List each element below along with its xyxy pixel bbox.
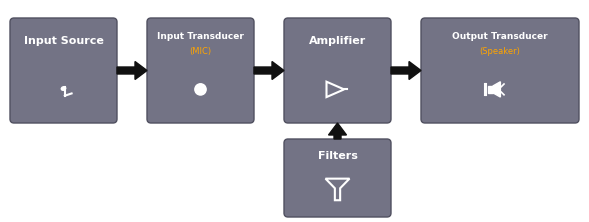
Text: Filters: Filters [317, 151, 358, 161]
FancyBboxPatch shape [147, 18, 254, 123]
Ellipse shape [61, 87, 66, 90]
Text: (MIC): (MIC) [190, 47, 211, 56]
FancyBboxPatch shape [10, 18, 117, 123]
Text: Input Source: Input Source [24, 36, 104, 46]
Text: Amplifier: Amplifier [309, 36, 366, 46]
Polygon shape [493, 82, 501, 97]
Polygon shape [391, 61, 421, 79]
Polygon shape [329, 123, 346, 139]
Circle shape [196, 84, 206, 94]
FancyBboxPatch shape [284, 18, 391, 123]
Text: Input Transducer: Input Transducer [157, 32, 244, 41]
Text: (Speaker): (Speaker) [479, 47, 521, 56]
FancyBboxPatch shape [421, 18, 579, 123]
Text: Output Transducer: Output Transducer [452, 32, 548, 41]
Polygon shape [117, 61, 147, 79]
Polygon shape [254, 61, 284, 79]
Polygon shape [488, 86, 493, 93]
FancyBboxPatch shape [284, 139, 391, 217]
